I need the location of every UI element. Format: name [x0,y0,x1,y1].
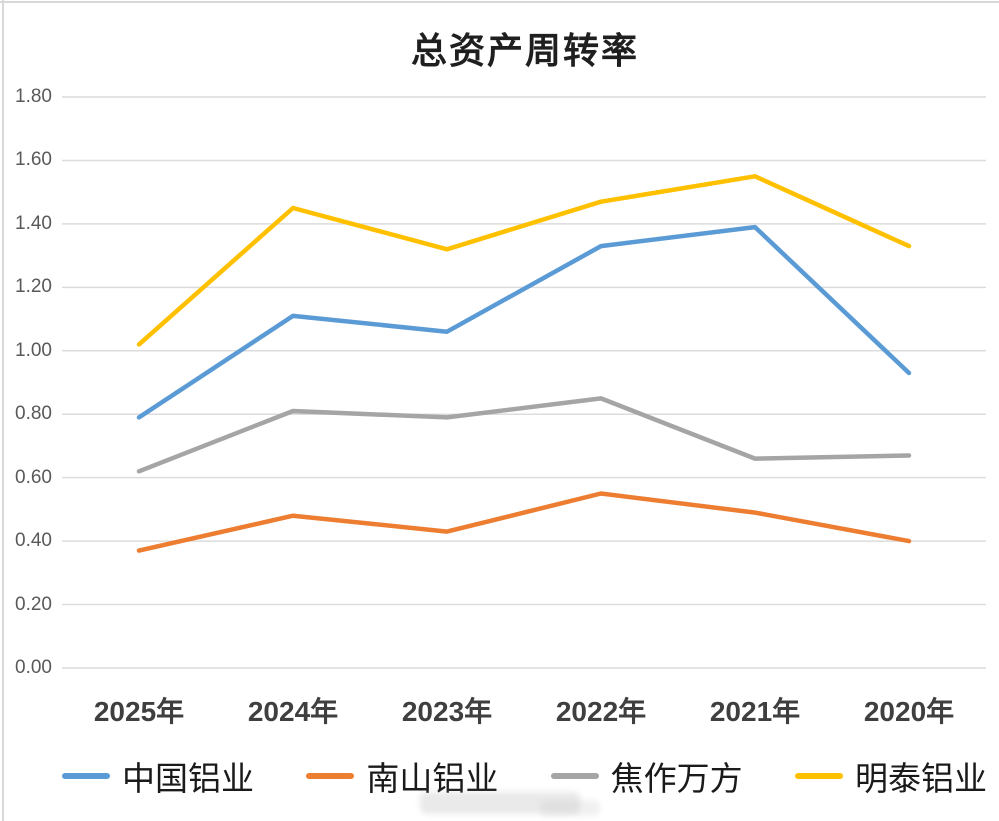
y-tick-label: 0.60 [15,466,52,488]
legend-item-南山铝业: 南山铝业 [306,752,498,800]
legend-swatch-icon [550,773,599,779]
x-tick-label: 2022年 [555,696,647,727]
legend-swatch-icon [794,773,843,779]
x-tick-label: 2021年 [709,696,801,727]
watermark-smudge [420,792,580,814]
chart-title: 总资产周转率 [410,31,640,71]
x-tick-label: 2020年 [863,696,955,727]
y-tick-label: 1.60 [15,149,52,171]
series-line-明泰铝业 [136,174,912,347]
legend-label: 南山铝业 [366,762,499,798]
legend-label: 明泰铝业 [854,762,987,798]
x-tick-label: 2025年 [93,696,185,727]
y-tick-label: 1.40 [15,212,52,234]
series-line-南山铝业 [136,491,912,553]
series-line-中国铝业 [136,224,912,420]
series-line-焦作万方 [136,396,912,474]
y-tick-label: 0.40 [15,530,52,552]
legend-label: 焦作万方 [610,762,743,798]
legend-label: 中国铝业 [122,762,254,798]
legend-swatch-icon [306,773,355,779]
legend-item-明泰铝业: 明泰铝业 [794,752,987,800]
y-tick-label: 0.80 [15,403,52,425]
y-tick-label: 1.20 [15,276,52,298]
x-tick-label: 2023年 [401,696,493,727]
legend-item-中国铝业: 中国铝业 [62,752,254,800]
y-tick-label: 0.00 [15,657,52,678]
x-tick-label: 2024年 [247,696,339,727]
y-tick-label: 0.20 [15,593,52,615]
chart-legend: 中国铝业 南山铝业 焦作万方 明泰铝业 [62,752,987,800]
legend-swatch-icon [62,773,110,779]
y-tick-label: 1.00 [15,339,52,361]
y-tick-label: 1.80 [15,86,52,107]
legend-item-焦作万方: 焦作万方 [550,752,743,800]
watermark-smudge [540,800,600,816]
